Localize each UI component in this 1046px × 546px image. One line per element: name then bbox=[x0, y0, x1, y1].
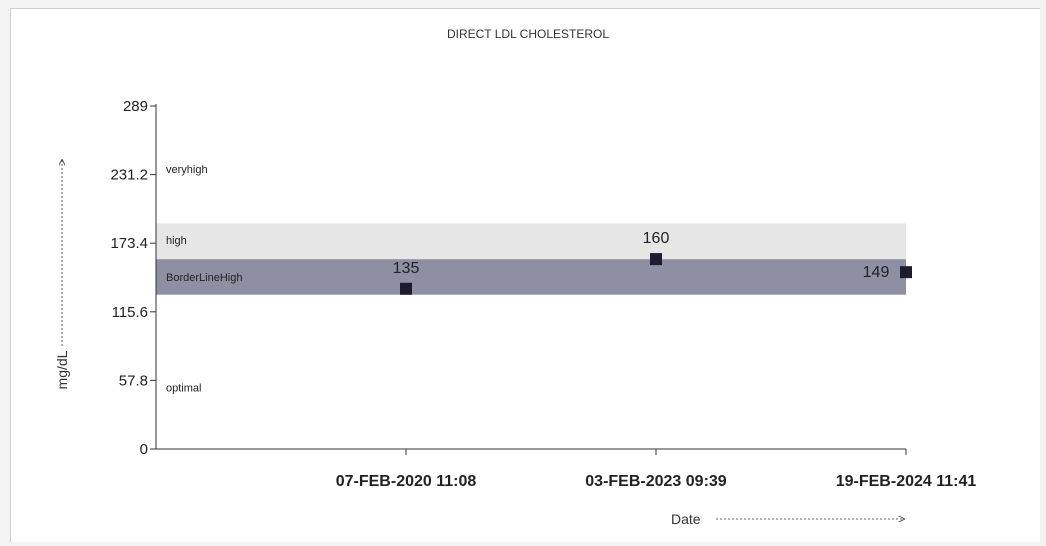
y-tick-label: 231.2 bbox=[110, 167, 148, 184]
x-tick-label: 07-FEB-2020 11:08 bbox=[336, 473, 477, 490]
zone-label-optimal: optimal bbox=[166, 382, 201, 394]
x-tick-label: 03-FEB-2023 09:39 bbox=[585, 473, 727, 490]
data-point bbox=[900, 266, 912, 279]
x-axis-label-group: Date bbox=[671, 511, 904, 527]
x-axis-label: Date bbox=[671, 511, 701, 527]
band-borderlinehigh bbox=[156, 259, 906, 295]
data-label: 135 bbox=[393, 260, 420, 277]
data-label: 160 bbox=[643, 230, 670, 247]
y-tick-label: 115.6 bbox=[112, 304, 148, 321]
band-high bbox=[156, 223, 906, 260]
y-tick-label: 0 bbox=[140, 441, 148, 458]
data-point bbox=[650, 253, 662, 266]
zone-label-borderlinehigh: BorderLineHigh bbox=[166, 272, 242, 284]
x-tick-label: 19-FEB-2024 11:41 bbox=[836, 473, 977, 490]
y-tick-label: 173.4 bbox=[110, 235, 148, 252]
y-axis-label: mg/dL bbox=[54, 350, 70, 389]
zone-label-high: high bbox=[166, 235, 187, 247]
y-axis-label-group: mg/dL bbox=[50, 160, 74, 394]
data-point bbox=[400, 282, 412, 295]
zone-label-veryhigh: veryhigh bbox=[166, 164, 208, 176]
data-label: 149 bbox=[863, 264, 890, 281]
y-tick-label: 57.8 bbox=[119, 372, 148, 389]
y-tick-label: 289 bbox=[123, 98, 148, 115]
chart-title: DIRECT LDL CHOLESTEROL bbox=[447, 27, 609, 41]
